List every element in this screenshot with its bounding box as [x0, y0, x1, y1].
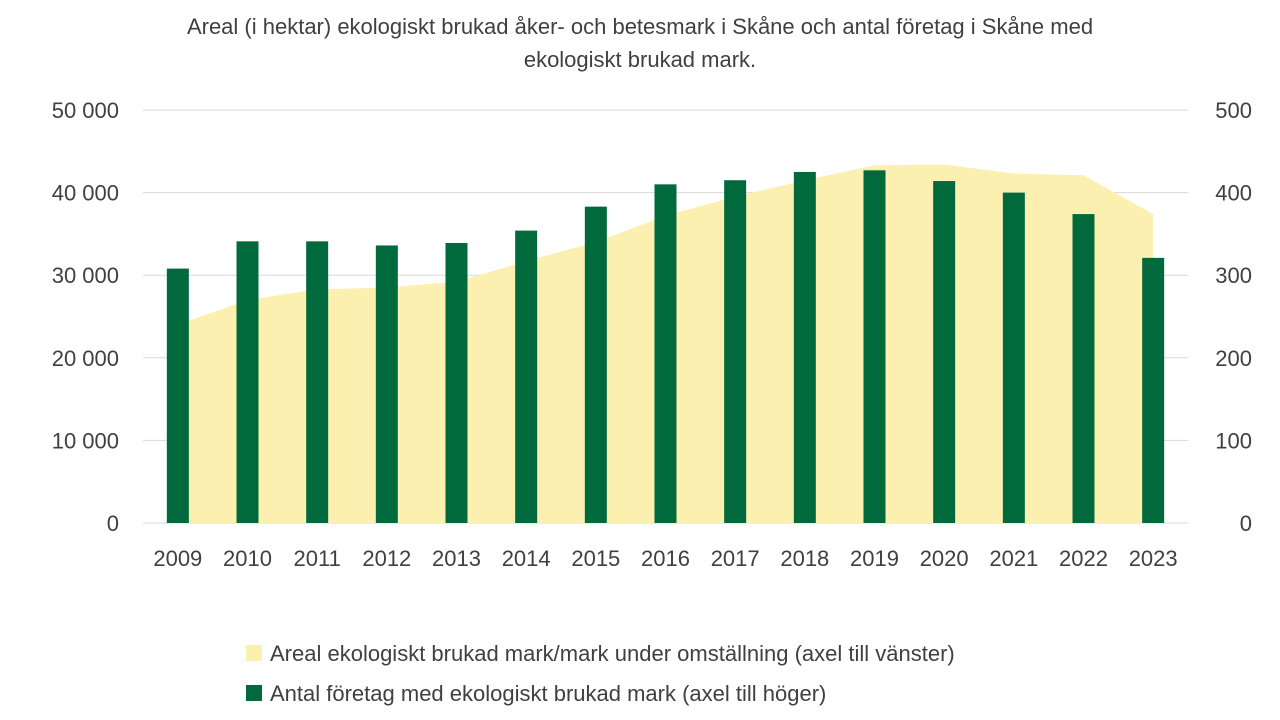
bar-2017: [724, 180, 747, 523]
left-tick-label: 30 000: [52, 263, 119, 288]
x-tick-label: 2018: [780, 546, 829, 571]
legend-label-area: Areal ekologiskt brukad mark/mark under …: [270, 641, 955, 666]
left-tick-label: 10 000: [52, 428, 119, 453]
left-tick-label: 50 000: [52, 98, 119, 123]
x-tick-label: 2010: [223, 546, 272, 571]
bar-2014: [515, 230, 538, 523]
right-tick-label: 300: [1215, 263, 1252, 288]
legend-swatch-area: [246, 645, 262, 661]
bar-2015: [584, 206, 607, 523]
x-tick-label: 2021: [989, 546, 1038, 571]
right-axis: 0 100 200 300 400 500: [1215, 98, 1252, 536]
right-tick-label: 100: [1215, 428, 1252, 453]
x-tick-label: 2015: [571, 546, 620, 571]
bar-2010: [236, 241, 259, 524]
x-tick-label: 2022: [1059, 546, 1108, 571]
legend-label-bars: Antal företag med ekologiskt brukad mark…: [270, 681, 826, 706]
x-tick-label: 2013: [432, 546, 481, 571]
chart-title: Areal (i hektar) ekologiskt brukad åker-…: [187, 14, 1093, 72]
legend-swatch-bars: [246, 685, 262, 701]
bar-2012: [375, 245, 398, 524]
left-axis: 0 10 000 20 000 30 000 40 000 50 000: [52, 98, 119, 536]
bar-2011: [306, 241, 329, 524]
bar-2009: [166, 268, 189, 523]
x-tick-label: 2017: [711, 546, 760, 571]
bar-2016: [654, 184, 677, 523]
right-tick-label: 500: [1215, 98, 1252, 123]
right-tick-label: 0: [1240, 511, 1252, 536]
x-tick-label: 2020: [920, 546, 969, 571]
bar-2023: [1142, 257, 1165, 523]
bar-2019: [863, 170, 886, 523]
x-tick-label: 2012: [362, 546, 411, 571]
bar-2020: [933, 181, 956, 523]
x-axis: 2009 2010 2011 2012 2013 2014 2015 2016 2017 2018…: [153, 546, 1177, 571]
x-tick-label: 2016: [641, 546, 690, 571]
bar-series: [166, 170, 1165, 524]
bar-2022: [1072, 214, 1095, 524]
chart-title-line-1: Areal (i hektar) ekologiskt brukad åker-…: [187, 14, 1093, 39]
x-tick-label: 2014: [502, 546, 551, 571]
right-tick-label: 200: [1215, 346, 1252, 371]
x-tick-label: 2023: [1129, 546, 1178, 571]
x-tick-label: 2019: [850, 546, 899, 571]
x-tick-label: 2009: [153, 546, 202, 571]
x-tick-label: 2011: [294, 546, 341, 571]
right-tick-label: 400: [1215, 181, 1252, 206]
bar-2021: [1002, 192, 1025, 523]
bar-2013: [445, 242, 468, 523]
left-tick-label: 40 000: [52, 181, 119, 206]
legend: Areal ekologiskt brukad mark/mark under …: [246, 641, 955, 706]
bar-2018: [793, 171, 816, 523]
chart-title-line-2: ekologiskt brukad mark.: [524, 47, 756, 72]
left-tick-label: 0: [107, 511, 119, 536]
left-tick-label: 20 000: [52, 346, 119, 371]
